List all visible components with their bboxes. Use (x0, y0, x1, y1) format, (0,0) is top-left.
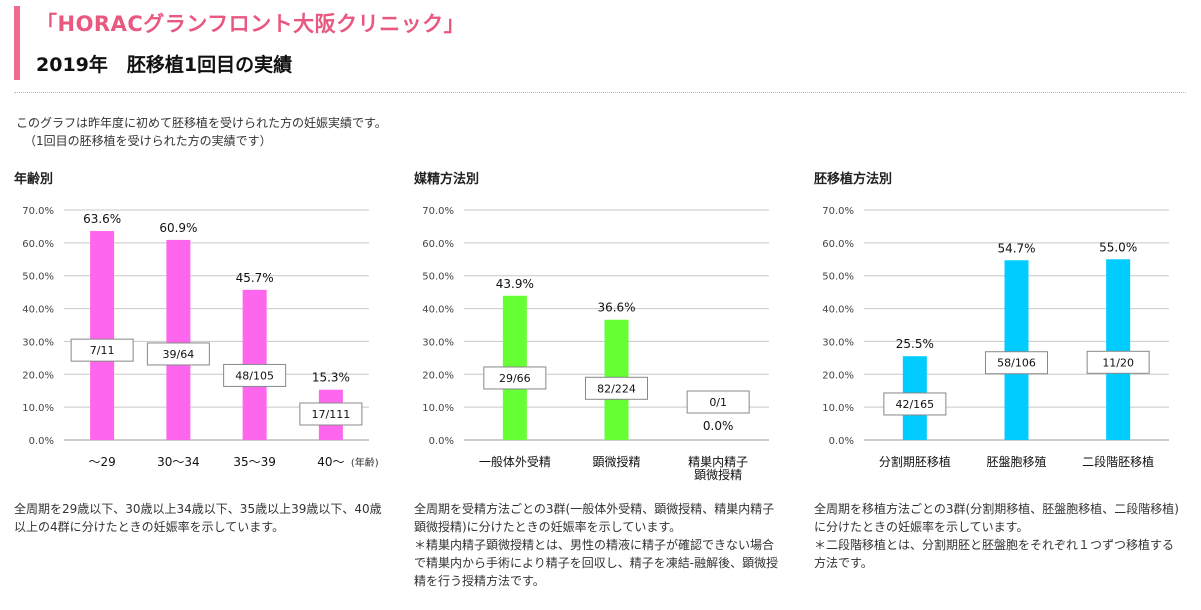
chart-panel-age: 年齢別 0.0% 10.0% 20.0% 30.0% 40.0% 50.0% 60.0% 70… (14, 168, 384, 608)
description-note: ＊精巣内精子顕微授精とは、男性の精液に精子が確認できない場合で精巣内から手術によ… (414, 538, 779, 588)
y-tick-label: 0.0% (429, 436, 454, 447)
count-label: 0/1 (709, 396, 727, 409)
y-tick-label: 40.0% (422, 305, 454, 316)
description-text: 全周期を移植方法ごとの3群(分割期移植、胚盤胞移植、二段階移植)に分けたときの妊… (814, 502, 1179, 534)
page-title: 2019年 胚移植1回目の実績 (36, 54, 293, 76)
chart-description: 全周期を移植方法ごとの3群(分割期移植、胚盤胞移植、二段階移植)に分けたときの妊… (814, 500, 1184, 572)
y-tick-label: 60.0% (822, 239, 854, 250)
data-label: 43.9% (496, 277, 534, 291)
count-box (223, 363, 287, 387)
y-tick-label: 40.0% (822, 305, 854, 316)
y-tick-label: 20.0% (822, 370, 854, 381)
chart-description: 全周期を29歳以下、30歳以上34歳以下、35歳以上39歳以下、40歳以上の4群… (14, 500, 384, 536)
bar-chart-age: 0.0% 10.0% 20.0% 30.0% 40.0% 50.0% 60.0% 70.0% 6… (22, 206, 379, 469)
x-tick-label: 分割期胚移植 (879, 454, 951, 469)
count-label: 11/20 (1102, 356, 1134, 369)
intro-text: このグラフは昨年度に初めて胚移植を受けられた方の妊娠実績です。 （1回目の胚移植… (16, 114, 387, 150)
y-tick-label: 70.0% (822, 206, 854, 217)
intro-line-1: このグラフは昨年度に初めて胚移植を受けられた方の妊娠実績です。 (16, 116, 387, 130)
bar (1004, 260, 1029, 440)
page-header: 「HORACグランフロント大阪クリニック」 2019年 胚移植1回目の実績 (14, 6, 465, 80)
description-text: 全周期を受精方法ごとの3群(一般体外受精、顕微授精、精巣内精子顕微授精)に分けた… (414, 502, 775, 534)
data-label: 0.0% (703, 419, 734, 433)
count-label: 48/105 (235, 369, 274, 382)
data-label: 60.9% (159, 221, 197, 235)
bar-chart-method: 0.0% 10.0% 20.0% 30.0% 40.0% 50.0% 60.0% 70.0% 4… (422, 206, 769, 482)
count-box (585, 376, 648, 400)
x-tick-label: 一般体外受精 (479, 454, 551, 469)
count-label: 58/106 (997, 357, 1036, 370)
count-label: 7/11 (90, 344, 115, 357)
y-tick-label: 40.0% (22, 305, 54, 316)
x-tick-label: 30〜34 (157, 455, 200, 469)
count-label: 39/64 (163, 348, 195, 361)
y-tick-label: 70.0% (422, 206, 454, 217)
chart-description: 全周期を受精方法ごとの3群(一般体外受精、顕微授精、精巣内精子顕微授精)に分けた… (414, 500, 784, 590)
description-text: 全周期を29歳以下、30歳以上34歳以下、35歳以上39歳以下、40歳以上の4群… (14, 502, 382, 534)
x-tick-label: 顕微授精 (694, 467, 742, 482)
bar-chart-transfer: 0.0% 10.0% 20.0% 30.0% 40.0% 50.0% 60.0% 70.0% 2… (822, 206, 1169, 469)
count-box (985, 351, 1048, 375)
y-tick-label: 10.0% (22, 403, 54, 414)
y-tick-label: 10.0% (422, 403, 454, 414)
description-note: ＊二段階移植とは、分割期胚と胚盤胞をそれぞれ１つずつ移植する方法です。 (814, 538, 1175, 570)
x-tick-label: 二段階胚移植 (1082, 454, 1154, 469)
chart-title: 胚移植方法別 (814, 172, 893, 187)
data-label: 36.6% (597, 301, 635, 315)
data-label: 25.5% (896, 337, 934, 351)
y-tick-label: 30.0% (822, 337, 854, 348)
count-box (686, 390, 750, 414)
count-box (299, 402, 363, 426)
y-tick-label: 30.0% (22, 337, 54, 348)
count-label: 29/66 (499, 372, 531, 385)
count-box (146, 342, 210, 366)
count-box (483, 366, 547, 390)
chart-title: 媒精方法別 (414, 172, 480, 187)
count-label: 42/165 (895, 398, 934, 411)
y-tick-label: 50.0% (422, 272, 454, 283)
intro-line-2: （1回目の胚移植を受けられた方の実績です） (24, 134, 272, 148)
x-tick-label: 胚盤胞移殖 (986, 454, 1046, 469)
y-tick-label: 0.0% (829, 436, 854, 447)
count-label: 82/224 (597, 382, 636, 395)
y-tick-label: 0.0% (29, 436, 54, 447)
count-label: 17/111 (312, 408, 351, 421)
bar (1106, 259, 1131, 440)
count-box (1086, 350, 1150, 374)
y-tick-label: 50.0% (22, 272, 54, 283)
chart-panel-transfer: 胚移植方法別 0.0% 10.0% 20.0% 30.0% 40.0% 50.0% 60.0… (814, 168, 1184, 608)
count-box (883, 392, 947, 416)
y-tick-label: 60.0% (422, 239, 454, 250)
chart-title: 年齢別 (14, 172, 54, 187)
data-label: 45.7% (236, 271, 274, 285)
chart-panel-method: 媒精方法別 0.0% 10.0% 20.0% 30.0% 40.0% 50.0% 60.0%… (414, 168, 784, 608)
bar (166, 239, 191, 440)
divider (14, 92, 1186, 93)
data-label: 55.0% (1099, 240, 1137, 254)
bar (90, 231, 115, 440)
y-tick-label: 10.0% (822, 403, 854, 414)
y-tick-label: 20.0% (422, 370, 454, 381)
x-tick-label: 精巣内精子 (688, 455, 748, 469)
y-tick-label: 70.0% (22, 206, 54, 217)
x-tick-label: 〜29 (88, 455, 115, 469)
x-tick-label: 40〜 (317, 455, 344, 469)
data-label: 54.7% (997, 241, 1035, 255)
clinic-name: 「HORACグランフロント大阪クリニック」 (36, 12, 466, 36)
x-tick-label: 顕微授精 (592, 454, 640, 469)
y-tick-label: 20.0% (22, 370, 54, 381)
x-tick-label: 35〜39 (233, 455, 276, 469)
y-tick-label: 30.0% (422, 337, 454, 348)
data-label: 15.3% (312, 371, 350, 385)
y-tick-label: 60.0% (22, 239, 54, 250)
x-unit-label: (年齢) (351, 456, 379, 469)
y-tick-label: 50.0% (822, 272, 854, 283)
data-label: 63.6% (83, 212, 121, 226)
count-box (70, 338, 134, 362)
